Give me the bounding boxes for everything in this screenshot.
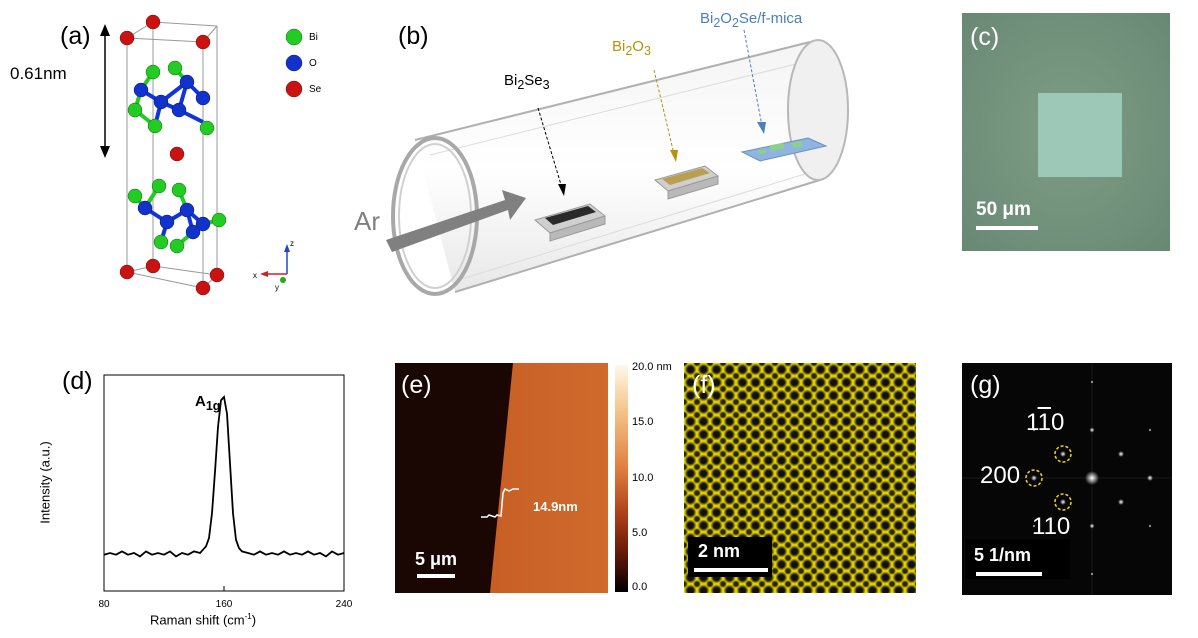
panel-d: (d) 80 160 240 A1g Intensity (a.u.) Raman … xyxy=(0,355,360,638)
height-profile xyxy=(481,487,519,518)
raman-spectrum-chart: 80 160 240 xyxy=(98,374,353,610)
fft-pattern xyxy=(962,363,1172,595)
lattice-dimension-label: 0.61nm xyxy=(10,64,67,83)
panel-a-label: (a) xyxy=(60,22,91,50)
y-axis-label: Intensity (a.u.) xyxy=(37,441,53,524)
colorbar-tick: 5.0 xyxy=(632,527,648,539)
plot-frame xyxy=(103,374,345,592)
scale-bar-label: 2 nm xyxy=(698,541,741,561)
panel-d-label: (d) xyxy=(62,367,93,395)
panel-f-label: (f) xyxy=(692,371,716,399)
bi2se3-source-label: Bi2Se3 xyxy=(504,72,550,92)
panel-e-afm-image: (e) 14.9nm 5 μm xyxy=(395,363,608,593)
spot-marker-1-10 xyxy=(1054,445,1072,463)
panel-b-label: (b) xyxy=(398,22,429,50)
scale-bar xyxy=(694,568,768,572)
colorbar-tick: 20.0 nm xyxy=(632,361,672,373)
bi2se3-boat xyxy=(533,203,607,242)
svg-text:z: z xyxy=(290,239,294,248)
panel-c-label: (c) xyxy=(970,23,1000,51)
furnace-tube-diagram xyxy=(386,30,849,296)
scale-bar-box: 5 1/nm xyxy=(966,539,1070,579)
carrier-gas-label: Ar xyxy=(354,206,380,236)
svg-text:x: x xyxy=(253,271,257,280)
bi2o3-boat xyxy=(653,165,720,200)
scale-bar-box: 2 nm xyxy=(688,537,772,577)
colorbar-tick: 10.0 xyxy=(632,472,654,484)
panel-f-stem-image: (f) 2 nm xyxy=(684,363,916,593)
panel-a: (a) 0.61nm xyxy=(0,0,340,310)
element-legend: Bi O Se xyxy=(285,24,345,102)
scale-bar xyxy=(976,226,1038,230)
x-tick-label: 80 xyxy=(98,599,110,610)
scale-bar xyxy=(417,574,455,578)
afm-colorbar xyxy=(615,365,628,592)
scale-bar-label: 5 μm xyxy=(415,549,458,569)
scale-bar xyxy=(976,572,1042,576)
spot-label-1-10: 110 xyxy=(1026,409,1065,436)
crystal-structure: z x y xyxy=(100,14,294,296)
svg-text:y: y xyxy=(275,283,279,292)
legend-item-se: Se xyxy=(285,76,345,102)
spot-label-200: 200 xyxy=(980,462,1021,489)
legend-item-bi: Bi xyxy=(285,24,345,50)
mica-substrate xyxy=(740,137,828,162)
bi2o3-source-label: Bi2O3 xyxy=(612,38,651,58)
colorbar-tick: 15.0 xyxy=(632,416,654,428)
afm-flake xyxy=(490,363,608,593)
panel-e-label: (e) xyxy=(401,371,432,399)
substrate-label: Bi2O2Se/f-mica xyxy=(700,10,803,30)
scale-bar-label: 5 1/nm xyxy=(974,545,1032,565)
x-axis-label: Raman shift (cm-1) xyxy=(150,612,257,628)
spot-marker-110 xyxy=(1054,493,1072,511)
panel-g-label: (g) xyxy=(970,371,1001,399)
spot-label-110: 110 xyxy=(1032,513,1071,540)
crystal-flake xyxy=(1038,93,1122,177)
x-tick-label: 160 xyxy=(216,599,233,610)
series-line xyxy=(103,395,345,558)
x-tick-label: 240 xyxy=(336,599,353,610)
scale-bar-label: 50 μm xyxy=(976,199,1031,220)
colorbar-ticks: 20.0 nm 15.0 10.0 5.0 0.0 xyxy=(632,361,682,596)
colorbar-tick: 0.0 xyxy=(632,581,648,593)
panel-b: (b) xyxy=(340,0,940,310)
axis-indicator xyxy=(260,244,290,283)
legend-item-o: O xyxy=(285,50,345,76)
panel-g-fft-image: (g) 110 200 110 5 1/nm xyxy=(962,363,1172,595)
panel-c-optical-image: (c) 50 μm xyxy=(962,13,1170,251)
spot-marker-200 xyxy=(1025,469,1043,487)
peak-label: A1g xyxy=(195,393,221,413)
step-height-label: 14.9nm xyxy=(533,499,578,514)
